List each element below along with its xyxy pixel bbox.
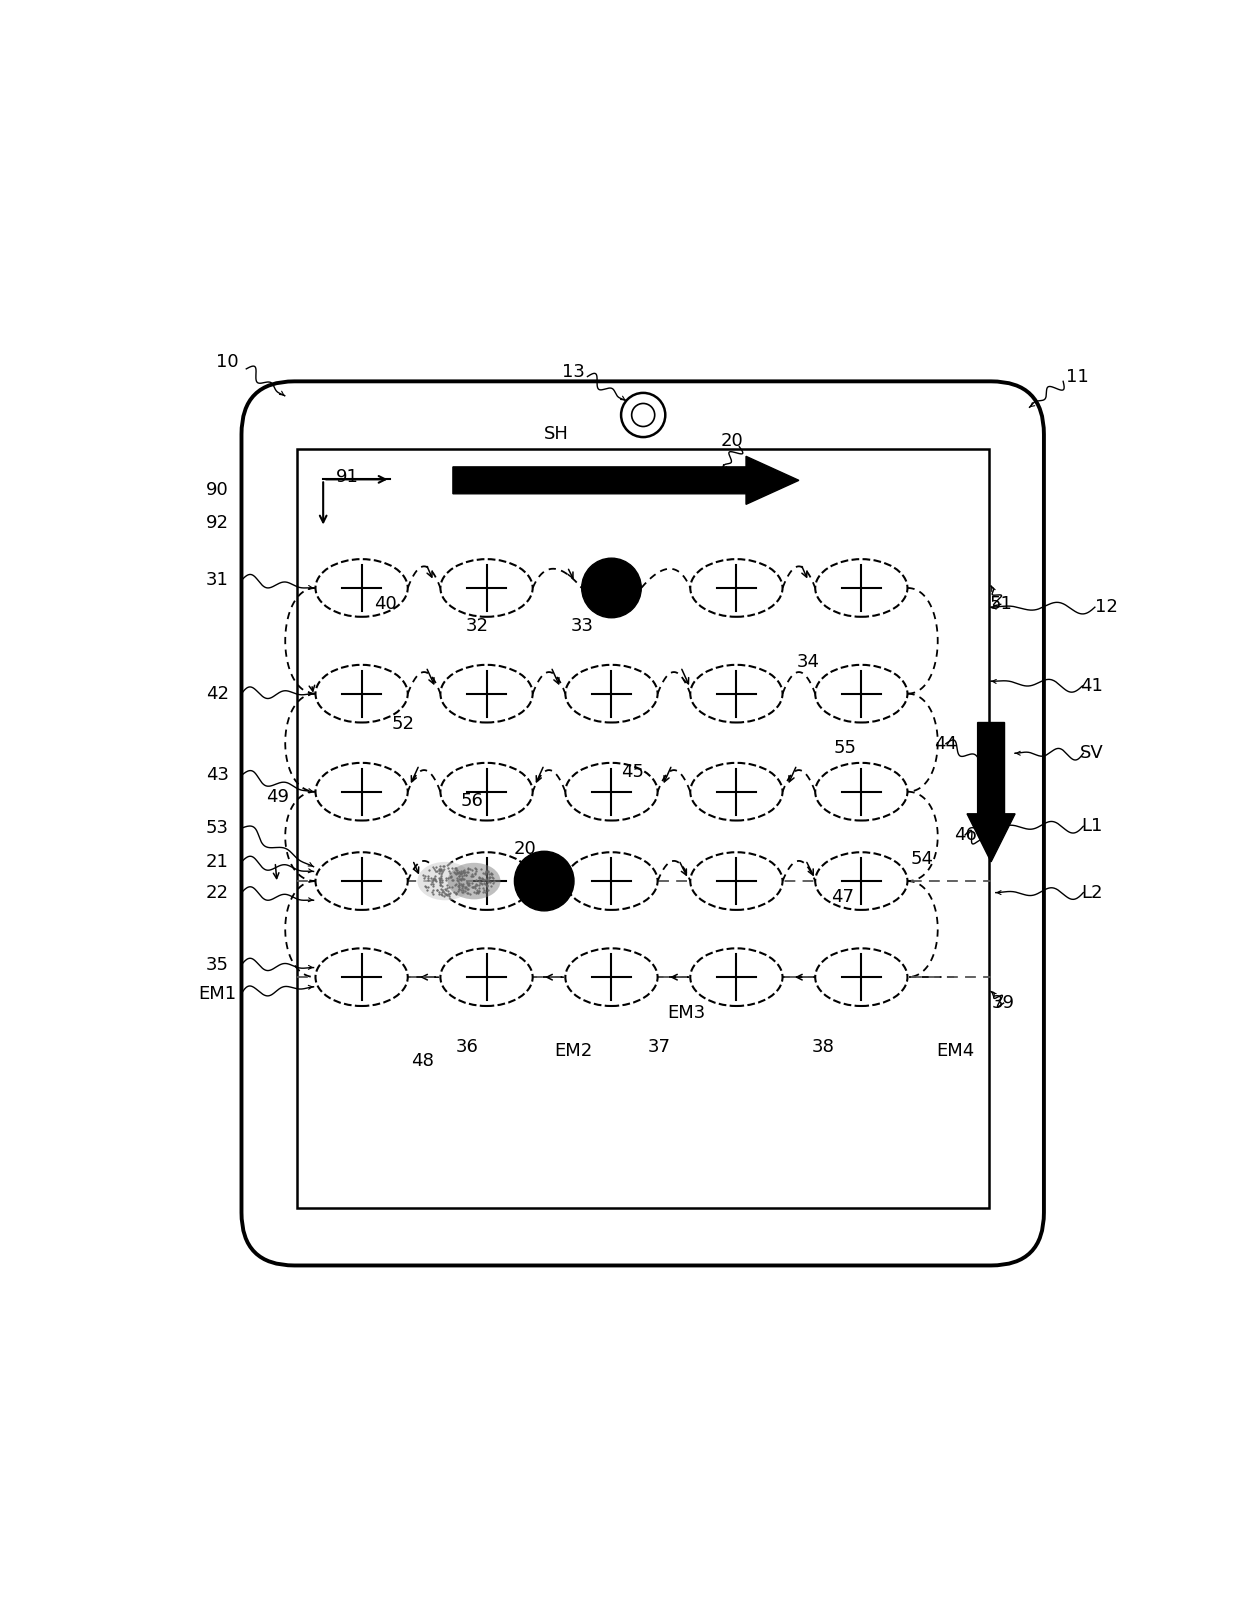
- Ellipse shape: [691, 665, 782, 723]
- Ellipse shape: [815, 559, 908, 618]
- Ellipse shape: [691, 763, 782, 820]
- Text: 38: 38: [811, 1039, 835, 1057]
- Bar: [298, 449, 990, 1208]
- Ellipse shape: [440, 948, 533, 1007]
- Text: 22: 22: [206, 883, 229, 901]
- Text: SH: SH: [544, 425, 569, 443]
- Text: 45: 45: [621, 763, 644, 781]
- Text: 49: 49: [267, 788, 289, 806]
- Text: L1: L1: [1081, 817, 1102, 835]
- Ellipse shape: [315, 559, 408, 618]
- Text: 32: 32: [465, 618, 489, 635]
- Text: 51: 51: [990, 595, 1012, 613]
- Ellipse shape: [565, 665, 657, 723]
- Ellipse shape: [315, 948, 408, 1007]
- Text: EM1: EM1: [198, 984, 237, 1002]
- Ellipse shape: [565, 853, 657, 909]
- Text: 44: 44: [935, 734, 957, 752]
- Ellipse shape: [691, 948, 782, 1007]
- Ellipse shape: [440, 559, 533, 618]
- Text: 56: 56: [461, 793, 484, 810]
- Text: 34: 34: [797, 653, 820, 671]
- Text: EM2: EM2: [554, 1042, 593, 1060]
- Text: 91: 91: [336, 468, 358, 486]
- Ellipse shape: [815, 948, 908, 1007]
- Text: 48: 48: [410, 1052, 434, 1070]
- Ellipse shape: [815, 665, 908, 723]
- Text: EM3: EM3: [667, 1003, 706, 1021]
- Ellipse shape: [418, 862, 474, 900]
- Ellipse shape: [691, 559, 782, 618]
- Ellipse shape: [315, 665, 408, 723]
- Text: 47: 47: [831, 888, 853, 906]
- Text: 42: 42: [206, 684, 229, 702]
- Ellipse shape: [448, 862, 501, 900]
- Text: 12: 12: [1095, 598, 1117, 616]
- Text: 41: 41: [1080, 678, 1104, 695]
- Text: 40: 40: [374, 595, 397, 613]
- Ellipse shape: [565, 763, 657, 820]
- Text: 46: 46: [954, 827, 977, 845]
- Text: 33: 33: [572, 618, 594, 635]
- Text: L2: L2: [1081, 883, 1102, 901]
- Text: SV: SV: [1080, 744, 1104, 762]
- Text: 90: 90: [206, 481, 229, 499]
- Ellipse shape: [565, 948, 657, 1007]
- Circle shape: [631, 404, 655, 426]
- Ellipse shape: [815, 853, 908, 909]
- Text: 21: 21: [206, 853, 229, 870]
- FancyBboxPatch shape: [242, 381, 1044, 1266]
- Ellipse shape: [315, 853, 408, 909]
- Text: 36: 36: [456, 1039, 479, 1057]
- Text: 31: 31: [206, 571, 229, 590]
- Text: 20: 20: [720, 431, 743, 451]
- Text: 52: 52: [392, 715, 414, 733]
- Text: 10: 10: [216, 353, 238, 371]
- Text: 13: 13: [562, 363, 584, 381]
- Ellipse shape: [440, 763, 533, 820]
- Ellipse shape: [815, 763, 908, 820]
- FancyArrow shape: [967, 723, 1016, 862]
- Text: 37: 37: [649, 1039, 671, 1057]
- Text: 53: 53: [206, 819, 229, 836]
- FancyArrow shape: [453, 456, 799, 504]
- Text: 92: 92: [206, 514, 229, 532]
- Text: 43: 43: [206, 767, 229, 785]
- Text: 39: 39: [992, 994, 1016, 1012]
- Circle shape: [621, 392, 666, 438]
- Circle shape: [582, 558, 641, 618]
- Ellipse shape: [315, 763, 408, 820]
- Ellipse shape: [440, 665, 533, 723]
- Text: 11: 11: [1066, 368, 1089, 386]
- Text: 35: 35: [206, 956, 229, 974]
- Ellipse shape: [691, 853, 782, 909]
- Text: EM4: EM4: [936, 1042, 975, 1060]
- Ellipse shape: [440, 853, 533, 909]
- Text: 55: 55: [833, 739, 857, 757]
- Text: 20: 20: [513, 840, 537, 859]
- Text: 54: 54: [910, 849, 934, 867]
- Circle shape: [515, 851, 574, 911]
